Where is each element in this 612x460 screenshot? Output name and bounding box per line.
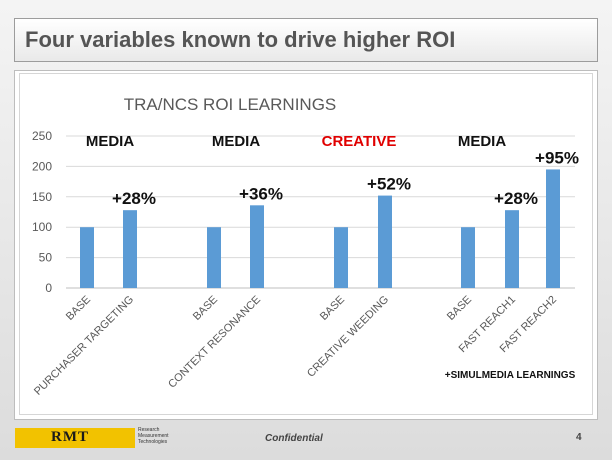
chart-title: TRA/NCS ROI LEARNINGS xyxy=(124,95,337,114)
bars xyxy=(80,169,560,288)
group-labels: MEDIA MEDIA CREATIVE MEDIA xyxy=(86,133,507,150)
page-number: 4 xyxy=(576,432,582,443)
data-label: +36% xyxy=(239,184,283,203)
data-label: +95% xyxy=(535,148,579,167)
group-label: MEDIA xyxy=(212,133,261,150)
bar xyxy=(546,169,560,288)
y-tick-label: 200 xyxy=(32,159,52,173)
group-label: MEDIA xyxy=(458,133,507,150)
data-label: +28% xyxy=(112,189,156,208)
group-label: MEDIA xyxy=(86,133,135,150)
content-panel: TRA/NCS ROI LEARNINGS 0 50 100 150 200 250 BA… xyxy=(14,70,598,420)
x-tick-label: BASE xyxy=(64,294,93,323)
group-label: CREATIVE xyxy=(322,133,397,150)
x-tick-label: CREATIVE WEEDING xyxy=(305,294,391,380)
chart-footnote: +SIMULMEDIA LEARNINGS xyxy=(445,370,576,381)
bar xyxy=(250,205,264,288)
title-bar: Four variables known to drive higher ROI xyxy=(14,18,598,62)
rmt-logo: RMT xyxy=(15,428,135,448)
y-tick-label: 50 xyxy=(39,251,53,265)
x-tick-label: CONTEXT RESONANCE xyxy=(166,294,263,391)
footer: RMT Research Measurement Technologies Co… xyxy=(0,424,612,460)
y-tick-label: 100 xyxy=(32,220,52,234)
chart-frame: TRA/NCS ROI LEARNINGS 0 50 100 150 200 250 BA… xyxy=(19,73,593,415)
y-tick-label: 0 xyxy=(45,281,52,295)
bar xyxy=(461,227,475,288)
confidential-label: Confidential xyxy=(265,433,323,444)
data-label: +52% xyxy=(367,175,411,194)
logo-text: RMT xyxy=(51,429,89,445)
logo-subtitle: Research Measurement Technologies xyxy=(138,427,169,445)
bar xyxy=(207,227,221,288)
gridlines xyxy=(66,135,575,289)
bar xyxy=(334,227,348,288)
data-label: +28% xyxy=(494,189,538,208)
x-tick-label: BASE xyxy=(191,294,220,323)
bar xyxy=(378,195,392,288)
data-labels: +28% +36% +52% +28% +95% xyxy=(112,148,579,208)
y-tick-label: 150 xyxy=(32,190,52,204)
roi-bar-chart: TRA/NCS ROI LEARNINGS 0 50 100 150 200 250 BA… xyxy=(32,95,579,398)
bar xyxy=(80,227,94,288)
y-axis: 0 50 100 150 200 250 xyxy=(32,129,52,295)
slide-title: Four variables known to drive higher ROI xyxy=(25,27,456,52)
bar xyxy=(505,210,519,288)
bar xyxy=(123,210,137,288)
y-tick-label: 250 xyxy=(32,129,52,143)
x-tick-label: BASE xyxy=(445,294,474,323)
x-tick-label: BASE xyxy=(318,294,347,323)
